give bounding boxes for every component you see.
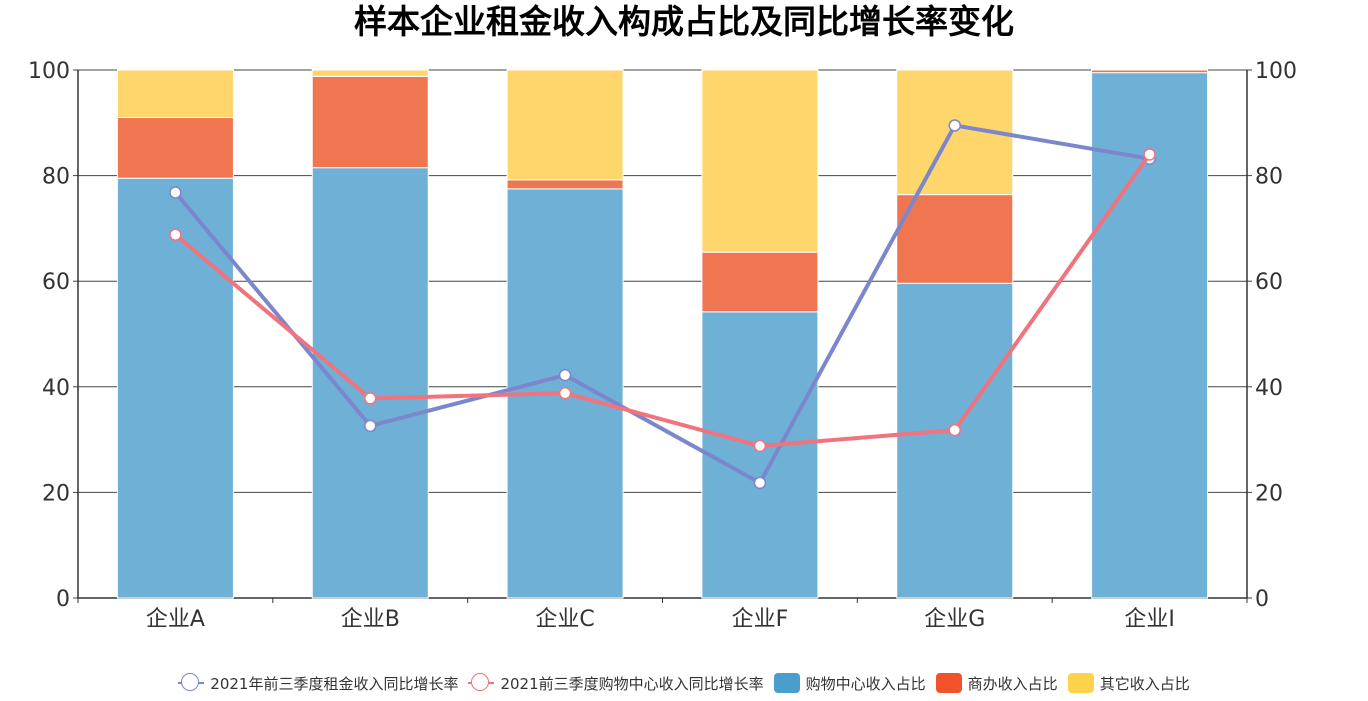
x-tick-label: 企业C — [535, 607, 594, 632]
series-line — [173, 123, 1150, 485]
right-y-tick-label: 40 — [1255, 376, 1283, 401]
bar-segment[interactable] — [116, 69, 234, 119]
line-point[interactable] — [948, 119, 961, 132]
bar-segment[interactable] — [116, 117, 234, 179]
bar-segment[interactable] — [506, 69, 624, 181]
x-tick-label: 企业G — [924, 607, 985, 632]
bar-segment[interactable] — [701, 69, 819, 253]
legend-swatch-icon — [773, 673, 800, 693]
x-tick-label: 企业I — [1124, 607, 1175, 632]
legend-swatch-icon — [1067, 673, 1094, 693]
left-y-tick-label: 20 — [42, 481, 70, 506]
bar-segment[interactable] — [701, 251, 819, 313]
right-y-tick-label: 80 — [1255, 165, 1283, 190]
legend-line-icon — [468, 673, 495, 691]
line-point[interactable] — [364, 392, 377, 405]
legend-item[interactable]: 2021年前三季度租金收入同比增长率 — [178, 673, 458, 694]
legend-label: 商办收入占比 — [967, 674, 1058, 693]
bar-segment[interactable] — [1091, 69, 1209, 74]
bar-segment[interactable] — [896, 194, 1014, 284]
bar-segment[interactable] — [896, 282, 1014, 599]
x-tick-label: 企业B — [341, 607, 400, 632]
left-y-tick-label: 80 — [42, 165, 70, 190]
bar-segment[interactable] — [311, 75, 429, 169]
line-point[interactable] — [558, 368, 572, 382]
line-point[interactable] — [558, 386, 572, 400]
bar-segment[interactable] — [311, 167, 429, 599]
right-y-tick-label: 20 — [1255, 481, 1283, 506]
legend-label: 其它收入占比 — [1099, 674, 1190, 693]
bar-segment[interactable] — [506, 179, 624, 190]
line-point[interactable] — [1143, 148, 1156, 161]
legend: 2021年前三季度租金收入同比增长率 2021前三季度购物中心收入同比增长率 购物中… — [0, 668, 1368, 698]
line-point[interactable] — [169, 228, 182, 241]
line-point[interactable] — [753, 476, 767, 490]
bar-segment[interactable] — [701, 311, 819, 599]
left-y-tick-label: 100 — [28, 59, 70, 84]
legend-swatch-icon — [935, 673, 962, 693]
x-tick-label: 企业A — [146, 607, 205, 632]
legend-item[interactable]: 购物中心收入占比 — [773, 673, 926, 694]
chart-plot: 0 0 20 20 40 40 60 60 80 80 100 100 企业A 企业B 企业C 企业F 企业G 企… — [28, 59, 1297, 632]
legend-item[interactable]: 商办收入占比 — [935, 673, 1058, 694]
legend-item[interactable]: 其它收入占比 — [1067, 673, 1190, 694]
bar-segment[interactable] — [311, 69, 429, 77]
legend-item[interactable]: 2021前三季度购物中心收入同比增长率 — [468, 673, 764, 694]
line-point[interactable] — [753, 439, 767, 453]
left-y-tick-label: 40 — [42, 376, 70, 401]
series-line — [174, 153, 1152, 448]
right-y-tick-label: 60 — [1255, 270, 1283, 295]
legend-label: 2021前三季度购物中心收入同比增长率 — [500, 674, 764, 693]
chart-title: 样本企业租金收入构成占比及同比增长率变化 — [354, 2, 1014, 41]
left-y-tick-label: 0 — [56, 587, 70, 612]
left-y-tick-label: 60 — [42, 270, 70, 295]
bar-segment[interactable] — [116, 177, 234, 599]
x-tick-label: 企业F — [732, 607, 789, 632]
right-y-tick-label: 0 — [1255, 587, 1269, 612]
legend-label: 2021年前三季度租金收入同比增长率 — [210, 674, 459, 693]
right-y-tick-label: 100 — [1255, 59, 1297, 84]
line-point[interactable] — [169, 186, 182, 199]
line-point[interactable] — [948, 423, 961, 437]
line-point[interactable] — [364, 419, 377, 433]
legend-line-icon — [178, 673, 205, 691]
legend-label: 购物中心收入占比 — [805, 674, 926, 693]
